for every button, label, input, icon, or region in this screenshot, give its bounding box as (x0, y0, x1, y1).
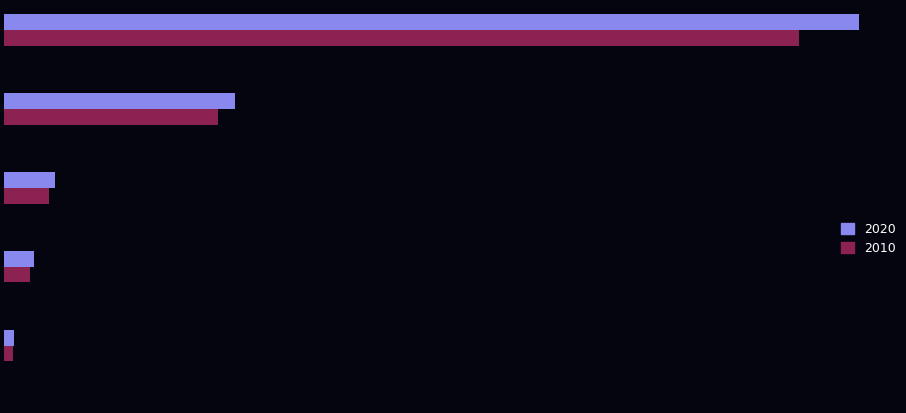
Bar (5, 330, 14, 346)
Bar (5, 267, 30, 282)
Bar (5, 346, 13, 361)
Bar (5, 14, 859, 30)
Bar (5, 251, 34, 267)
Bar (5, 172, 55, 188)
Bar (5, 30, 799, 45)
Bar (5, 93, 235, 109)
Legend: 2020, 2010: 2020, 2010 (842, 223, 896, 255)
Bar (5, 188, 49, 204)
Bar (5, 109, 218, 125)
